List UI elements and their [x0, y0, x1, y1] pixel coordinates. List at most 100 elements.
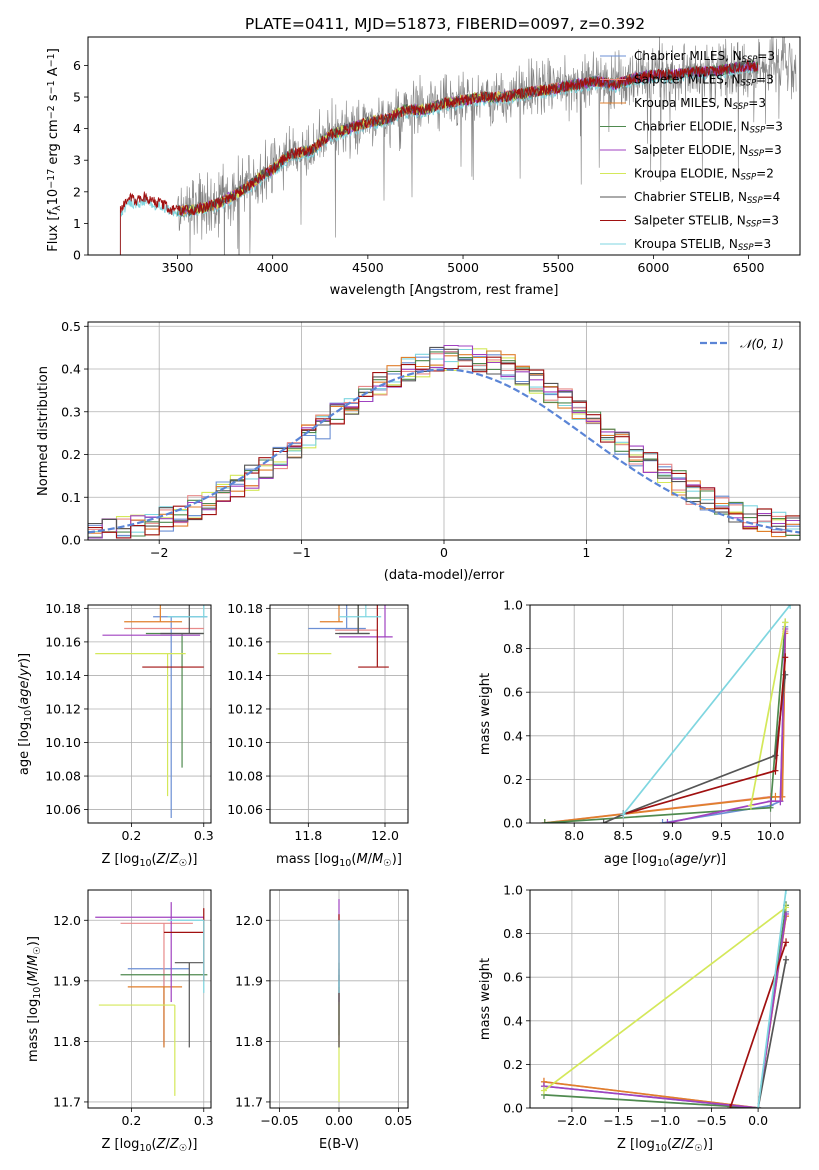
errorbar-point-1: [335, 605, 378, 631]
y-axis-label: age [log10(age/yr)]: [17, 653, 34, 775]
panel-mass_weight_vs_Z: −2.0 −1.5 −1.0 −0.5 0.0 0.0 0.2 0.4 0.6 0.8 1.0 Z […: [478, 883, 801, 1154]
x-tick-label: −2: [150, 545, 168, 560]
x-tick-label: −1.5: [603, 1113, 633, 1128]
spectrum-legend: Chabrier MILES, NSSP=3 Salpeter MILES, NS…: [600, 49, 783, 253]
legend-entry-5: Kroupa ELODIE, NSSP=2: [634, 167, 774, 183]
weight-series-8: [755, 890, 790, 1108]
weight-series-5: [540, 903, 790, 1095]
gaussian-reference-curve: [88, 368, 800, 534]
y-axis-label: mass weight: [478, 958, 493, 1040]
plot-area: [88, 344, 800, 539]
y-tick-label: 11.9: [235, 973, 263, 988]
errorbar-point-8: [339, 605, 382, 618]
x-tick-label: 2: [725, 545, 733, 560]
x-tick-label: 0: [440, 545, 448, 560]
panel-mass_vs_EBV: −0.05 0.00 0.05 11.7 11.8 11.9 12.0 E(B-V): [235, 889, 413, 1152]
gaussian-legend-label: 𝒩(0, 1): [740, 337, 784, 351]
x-tick-label: 4000: [257, 260, 289, 275]
x-tick-label: 1: [582, 545, 590, 560]
x-axis-label: E(B-V): [319, 1137, 359, 1152]
plot-area: [277, 605, 393, 668]
x-tick-label: 6000: [638, 260, 670, 275]
errorbar-point-8: [167, 605, 208, 618]
errorbar-point-2: [319, 605, 343, 623]
x-tick-label: −0.5: [696, 1113, 726, 1128]
legend-entry-4: Salpeter ELODIE, NSSP=3: [634, 143, 782, 159]
y-tick-label: 10.16: [45, 634, 81, 649]
y-tick-label: 0.0: [503, 816, 523, 831]
weight-series-5: [747, 618, 789, 810]
weight-series-3: [541, 618, 789, 823]
y-tick-label: 1.0: [503, 883, 523, 898]
panel-age_vs_mass: 11.8 12.0 10.06 10.08 10.10 10.12 10.14 10.16 10…: [227, 601, 409, 869]
x-tick-label: 5000: [447, 260, 479, 275]
weight-line: [667, 628, 787, 823]
y-tick-label: 0.8: [503, 926, 523, 941]
axes-frame: [529, 604, 801, 824]
legend-entry-2: Kroupa MILES, NSSP=3: [634, 96, 766, 112]
x-tick-label: 5500: [542, 260, 574, 275]
errorbar-point-6: [160, 605, 204, 635]
y-tick-label: 10.08: [227, 769, 263, 784]
axes-frame: [269, 889, 409, 1109]
weight-series-8: [620, 605, 794, 819]
plot-area: [95, 902, 208, 1096]
y-tick-label: 6: [73, 58, 81, 73]
errorbar-point-6: [335, 605, 370, 635]
x-tick-label: 12.0: [371, 828, 399, 843]
x-axis-label: Z [log10(Z/Z☉)]: [617, 1137, 713, 1154]
x-tick-label: 0.2: [121, 828, 141, 843]
x-tick-label: 11.8: [294, 828, 322, 843]
plot-area: [119, 37, 797, 255]
y-tick-label: 10.16: [227, 634, 263, 649]
y-tick-label: 0.2: [61, 447, 81, 462]
errorbar-point-6: [174, 962, 204, 1048]
panel-mass_weight_vs_age: 8.0 8.5 9.0 9.5 10.0 0.0 0.2 0.4 0.6 0.8 1.0 age [l…: [478, 598, 801, 869]
axes-frame: [529, 889, 801, 1109]
model-spectrum-line-7: [119, 58, 759, 255]
x-tick-label: −0.05: [260, 1113, 298, 1128]
y-tick-label: 0.1: [61, 490, 81, 505]
y-tick-label: 10.18: [227, 601, 263, 616]
axes-frame: [87, 321, 801, 541]
axes-frame: [87, 889, 212, 1109]
y-tick-label: 11.9: [53, 973, 81, 988]
panel-residuals: −2 −1 0 1 2 0.0 0.1 0.2 0.3 0.4 0.5 𝒩(0, 1) (data-mo…: [36, 319, 801, 583]
y-tick-label: 11.8: [235, 1034, 263, 1049]
x-tick-label: 0.05: [385, 1113, 413, 1128]
x-tick-label: 0.3: [194, 1113, 214, 1128]
y-tick-label: 10.18: [45, 601, 81, 616]
weight-line: [603, 674, 787, 823]
errorbar-point-5: [98, 1004, 176, 1096]
legend-entry-0: Chabrier MILES, NSSP=3: [634, 49, 775, 65]
x-tick-label: −1.0: [650, 1113, 680, 1128]
weight-line: [622, 605, 791, 815]
legend-entry-6: Chabrier STELIB, NSSP=4: [634, 190, 780, 206]
x-tick-label: 0.0: [748, 1113, 768, 1128]
y-tick-label: 3: [73, 153, 81, 168]
axes-frame: [269, 604, 409, 824]
axes-frame: [87, 604, 212, 824]
x-tick-label: 0.00: [325, 1113, 353, 1128]
x-axis-label: wavelength [Angstrom, rest frame]: [330, 283, 559, 298]
y-axis-label: Flux [fλ10−17 erg cm−2 s−1 A−1]: [46, 48, 63, 252]
x-axis-label: Z [log10(Z/Z☉)]: [101, 1137, 197, 1154]
y-tick-label: 0.6: [503, 970, 523, 985]
residual-histogram-7: [88, 356, 800, 539]
x-tick-label: 8.5: [613, 828, 633, 843]
y-axis-label: mass weight: [478, 673, 493, 755]
y-tick-label: 2: [73, 184, 81, 199]
x-axis-label: age [log10(age/yr)]: [604, 852, 726, 869]
y-tick-label: 12.0: [53, 913, 81, 928]
y-tick-label: 0.4: [61, 362, 81, 377]
y-axis-label: Normed distribution: [36, 366, 51, 496]
weight-line: [544, 622, 787, 823]
y-tick-label: 0.0: [61, 533, 81, 548]
legend-entry-8: Kroupa STELIB, NSSP=3: [634, 237, 771, 253]
plot-area: [541, 605, 794, 823]
weight-line: [544, 633, 787, 823]
weight-line: [729, 942, 787, 1108]
y-tick-label: 4: [73, 121, 81, 136]
y-tick-label: 0.8: [503, 641, 523, 656]
